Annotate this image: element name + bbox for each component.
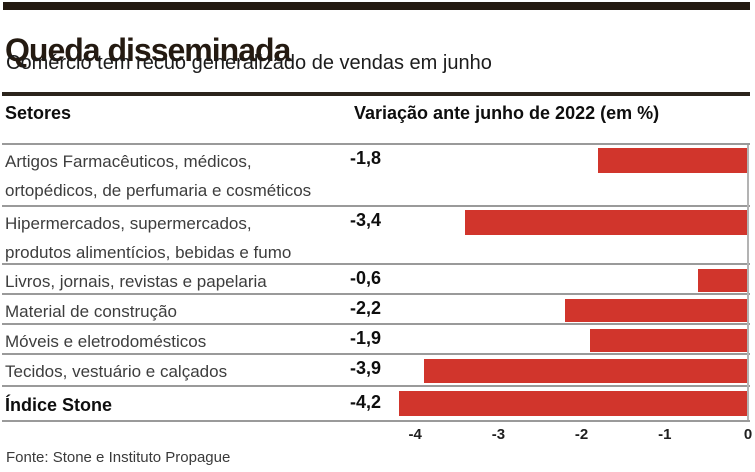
- row-label: Livros, jornais, revistas e papelaria: [5, 272, 267, 291]
- bar-tecidos: [424, 359, 748, 383]
- bar-livros: [698, 269, 748, 292]
- bar-chart-rows: Artigos Farmacêuticos, médicos, ortopédi…: [2, 143, 750, 420]
- row-label: Material de construção: [5, 302, 177, 321]
- divider-rule: [2, 92, 750, 96]
- x-axis-tick-label: 0: [743, 426, 753, 443]
- row-value: -4,2: [350, 392, 382, 412]
- row-label: Móveis e eletrodomésticos: [5, 332, 207, 351]
- table-header: Setores Variação ante junho de 2022 (em …: [2, 103, 750, 127]
- page-title: Queda disseminada: [5, 32, 291, 69]
- bar-indice-stone: [399, 391, 748, 416]
- page-subtitle: Comércio tem recuo generalizado de venda…: [6, 52, 492, 74]
- column-header-variation: Variação ante junho de 2022 (em %): [354, 103, 660, 123]
- row-label: Índice Stone: [5, 395, 113, 415]
- table-row-hipermercados: Hipermercados, supermercados, produtos a…: [2, 207, 750, 265]
- row-label: Tecidos, vestuário e calçados: [5, 362, 228, 381]
- bar-construcao: [565, 299, 748, 322]
- source-credit: Fonte: Stone e Instituto Propague: [6, 449, 231, 466]
- table-row-tecidos: Tecidos, vestuário e calçados -3,9: [2, 355, 750, 387]
- bar-moveis: [590, 329, 748, 352]
- row-value: -1,9: [350, 328, 382, 348]
- row-label: Hipermercados, supermercados, produtos a…: [5, 214, 292, 262]
- x-axis: -4 -3 -2 -1 0: [2, 420, 753, 444]
- bar-hipermercados: [465, 210, 748, 235]
- row-value: -3,9: [350, 358, 382, 378]
- x-axis-tick-label: -4: [408, 426, 422, 443]
- column-header-sectors: Setores: [5, 103, 72, 123]
- bar-farmaceuticos: [598, 148, 748, 173]
- row-value: -0,6: [350, 268, 382, 288]
- row-value: -3,4: [350, 210, 382, 230]
- table-row-construcao: Material de construção -2,2: [2, 295, 750, 325]
- table-row-livros: Livros, jornais, revistas e papelaria -0…: [2, 265, 750, 295]
- x-axis-tick-label: -3: [491, 426, 506, 443]
- row-label: Artigos Farmacêuticos, médicos, ortopédi…: [5, 152, 312, 200]
- table-row-indice-stone: Índice Stone -4,2: [2, 387, 750, 420]
- row-value: -1,8: [350, 148, 382, 168]
- x-axis-tick-label: -2: [574, 426, 589, 443]
- x-axis-tick-label: -1: [658, 426, 672, 443]
- top-accent-bar: [3, 2, 750, 10]
- table-row-farmaceuticos: Artigos Farmacêuticos, médicos, ortopédi…: [2, 145, 750, 207]
- zero-axis-line: [747, 145, 749, 420]
- table-row-moveis: Móveis e eletrodomésticos -1,9: [2, 325, 750, 355]
- row-value: -2,2: [350, 298, 382, 318]
